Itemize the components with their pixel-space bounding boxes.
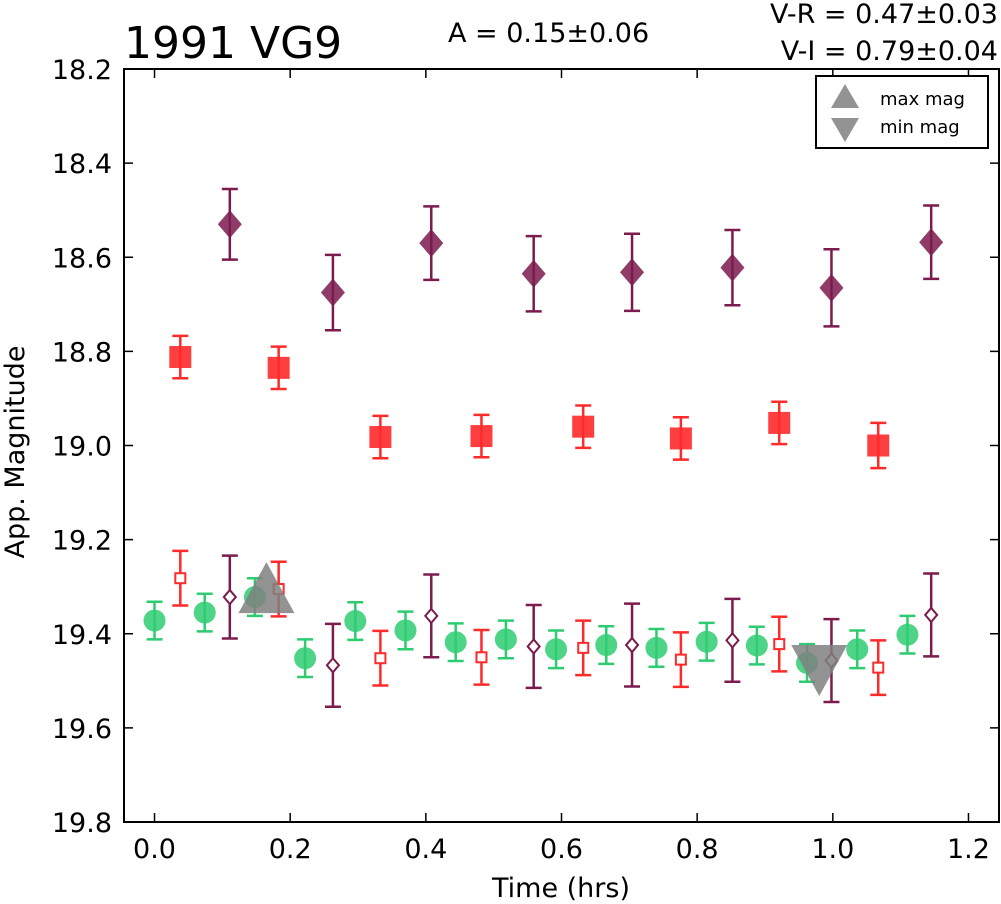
data-point-square-filled [572,415,595,438]
data-point-square-filled [470,425,493,448]
data-point-square-open [674,653,687,666]
x-tick-label: 0.4 [404,834,447,865]
y-tick-label: 18.6 [52,243,112,274]
data-point-diamond-open [325,656,341,674]
data-point-circle-filled [394,619,417,642]
legend-item: min mag [831,117,960,142]
data-point-circle-filled [595,634,618,657]
data-point-diamond-filled [620,258,645,287]
data-point-circle-filled [494,628,517,651]
data-point-diamond-filled [720,253,745,282]
legend-item: max mag [831,84,965,110]
v-r-color-annotation: V-R = 0.47±0.03 [770,0,998,30]
data-point-diamond-filled [419,229,444,258]
v-i-color-annotation: V-I = 0.79±0.04 [781,36,998,67]
data-point-square-open [773,638,786,651]
legend-label: max mag [880,89,965,110]
data-point-diamond-open [222,588,238,606]
y-tick-label: 18.4 [52,149,112,180]
data-point-square-open [174,572,187,585]
data-point-diamond-filled [521,259,546,288]
y-tick-label: 19.6 [52,714,112,745]
data-point-diamond-open [624,636,640,654]
x-tick-label: 0.2 [269,834,312,865]
data-point-circle-filled [545,638,568,661]
series-0-diamond-filled [217,187,944,332]
amplitude-annotation: A = 0.15±0.06 [448,18,649,49]
legend-marker-triangle-up [831,84,859,108]
x-tick-label: 1.0 [811,834,854,865]
data-point-square-filled [169,346,192,369]
x-tick-label: 1.2 [947,834,990,865]
data-point-square-open [475,651,488,664]
data-point-circle-filled [444,631,467,654]
data-point-circle-filled [645,636,668,659]
y-axis-label: App. Magnitude [0,346,31,559]
data-point-diamond-open [923,606,939,624]
y-tick-label: 18.8 [52,337,112,368]
data-point-diamond-open [725,631,740,649]
data-point-triangle-down [791,644,848,696]
data-point-circle-filled [143,609,166,632]
data-point-square-filled [669,427,692,450]
y-tick-label: 19.0 [52,432,112,463]
x-axis-label: Time (hrs) [491,873,630,904]
data-point-square-open [577,641,590,654]
series-5-triangle-up [238,562,295,614]
data-point-circle-filled [344,610,367,633]
data-point-diamond-filled [320,278,345,307]
y-tick-label: 19.4 [52,620,112,651]
data-point-circle-filled [896,623,919,646]
data-point-square-filled [768,411,791,434]
data-point-diamond-filled [819,273,844,302]
data-point-circle-filled [695,630,718,653]
x-tick-label: 0.8 [676,834,719,865]
data-point-square-open [374,652,387,665]
series-3-square-open [172,549,887,697]
chart-title: 1991 VG9 [124,18,342,69]
data-point-square-filled [267,356,290,379]
y-tick-label: 18.2 [52,55,112,86]
data-point-square-open [872,661,885,674]
legend-label: min mag [880,117,960,138]
legend-marker-triangle-down [831,118,859,142]
y-tick-label: 19.8 [52,808,112,839]
data-point-diamond-open [423,607,439,625]
y-tick-label: 19.2 [52,526,112,557]
data-point-circle-filled [846,638,869,661]
series-4-diamond-open [221,554,940,708]
data-point-triangle-up [238,562,295,614]
series-2-circle-filled [143,576,919,684]
x-tick-label: 0.0 [133,834,176,865]
data-point-diamond-filled [919,228,944,257]
data-point-square-filled [369,426,392,449]
data-point-circle-filled [193,601,216,624]
data-marks [143,187,944,708]
data-point-circle-filled [745,634,768,657]
data-point-diamond-filled [217,210,242,239]
data-point-circle-filled [294,647,317,670]
data-point-square-filled [867,434,890,457]
axes: 0.0 0.2 0.4 0.6 0.8 1.0 1.2 18.2 18.4 18.6 18.8 19.… [52,55,1000,865]
series-6-triangle-down [791,644,848,696]
data-point-diamond-open [526,637,542,655]
x-tick-label: 0.6 [540,834,583,865]
legend: max mag min mag [815,75,989,149]
series-1-square-filled [169,334,890,470]
